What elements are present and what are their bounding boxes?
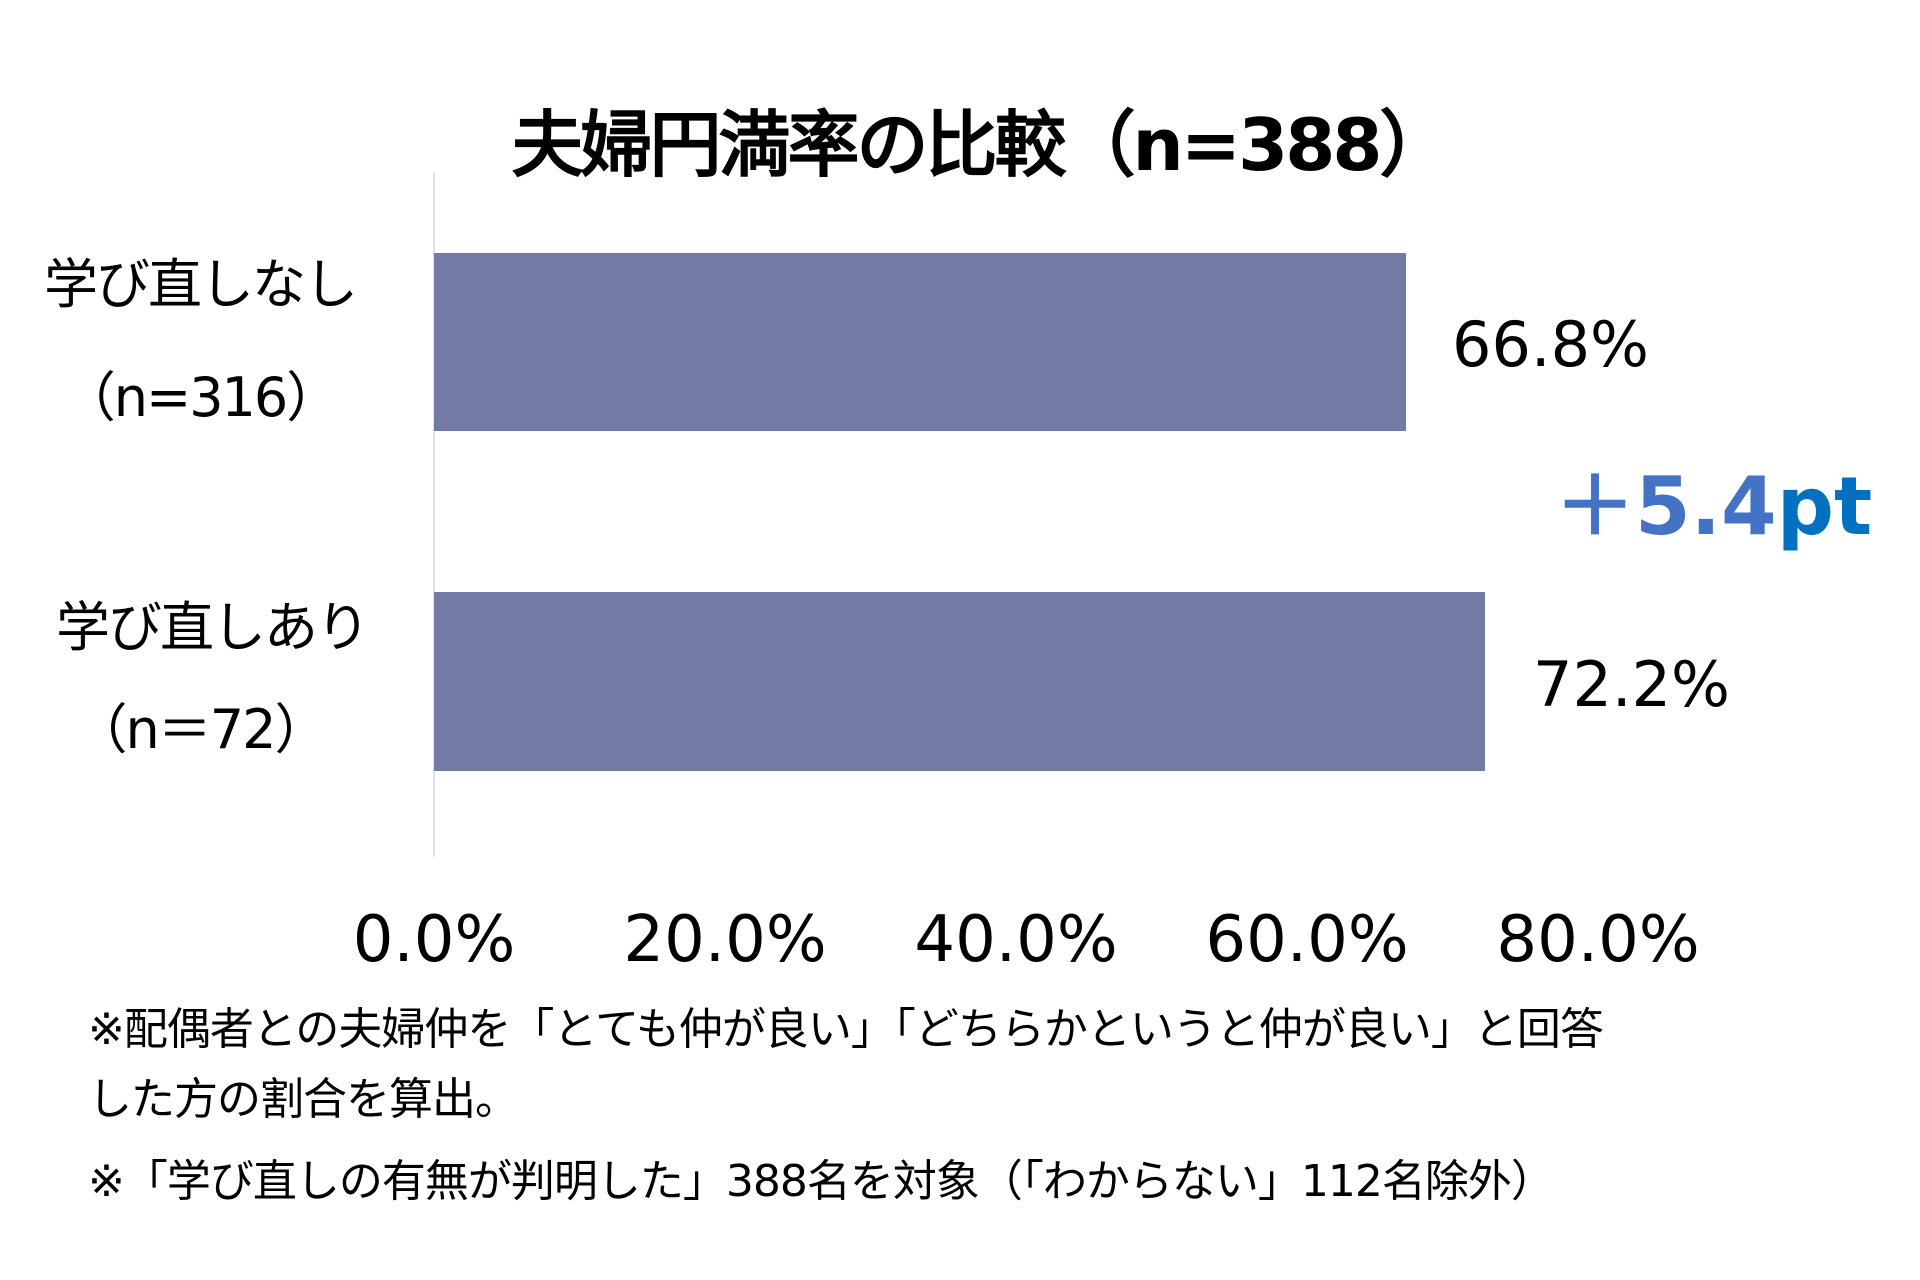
category-sample-with-relearning: （n＝72） [73, 698, 329, 761]
x-tick-20: 20.0% [623, 903, 827, 977]
value-label-with-relearning: 72.2% [1533, 648, 1730, 721]
value-label-no-relearning: 66.8% [1452, 308, 1649, 381]
difference-annotation: ＋5.4pt [1555, 462, 1872, 552]
footnote-line-2: した方の割合を算出。 [88, 1074, 519, 1125]
category-sample-no-relearning: （n=316） [61, 366, 341, 429]
difference-value: ＋5.4 [1555, 460, 1777, 553]
x-tick-0: 0.0% [352, 903, 516, 977]
x-tick-40: 40.0% [914, 903, 1118, 977]
chart-title: 夫婦円満率の比較（n=388） [511, 103, 1452, 187]
x-tick-80: 80.0% [1496, 903, 1700, 977]
difference-unit: pt [1776, 460, 1873, 553]
x-tick-60: 60.0% [1205, 903, 1409, 977]
category-label-no-relearning: 学び直しなし [44, 253, 358, 316]
bar-no-relearning [434, 253, 1406, 431]
footnote-line-3: ※「学び直しの有無が判明した」388名を対象（「わからない」112名除外） [88, 1156, 1555, 1207]
category-label-with-relearning: 学び直しあり [56, 596, 370, 659]
bar-with-relearning [434, 592, 1485, 771]
footnote-line-1: ※配偶者との夫婦仲を「とても仲が良い」「どちらかというと仲が良い」と回答 [88, 1004, 1604, 1055]
y-axis-line [433, 172, 435, 857]
